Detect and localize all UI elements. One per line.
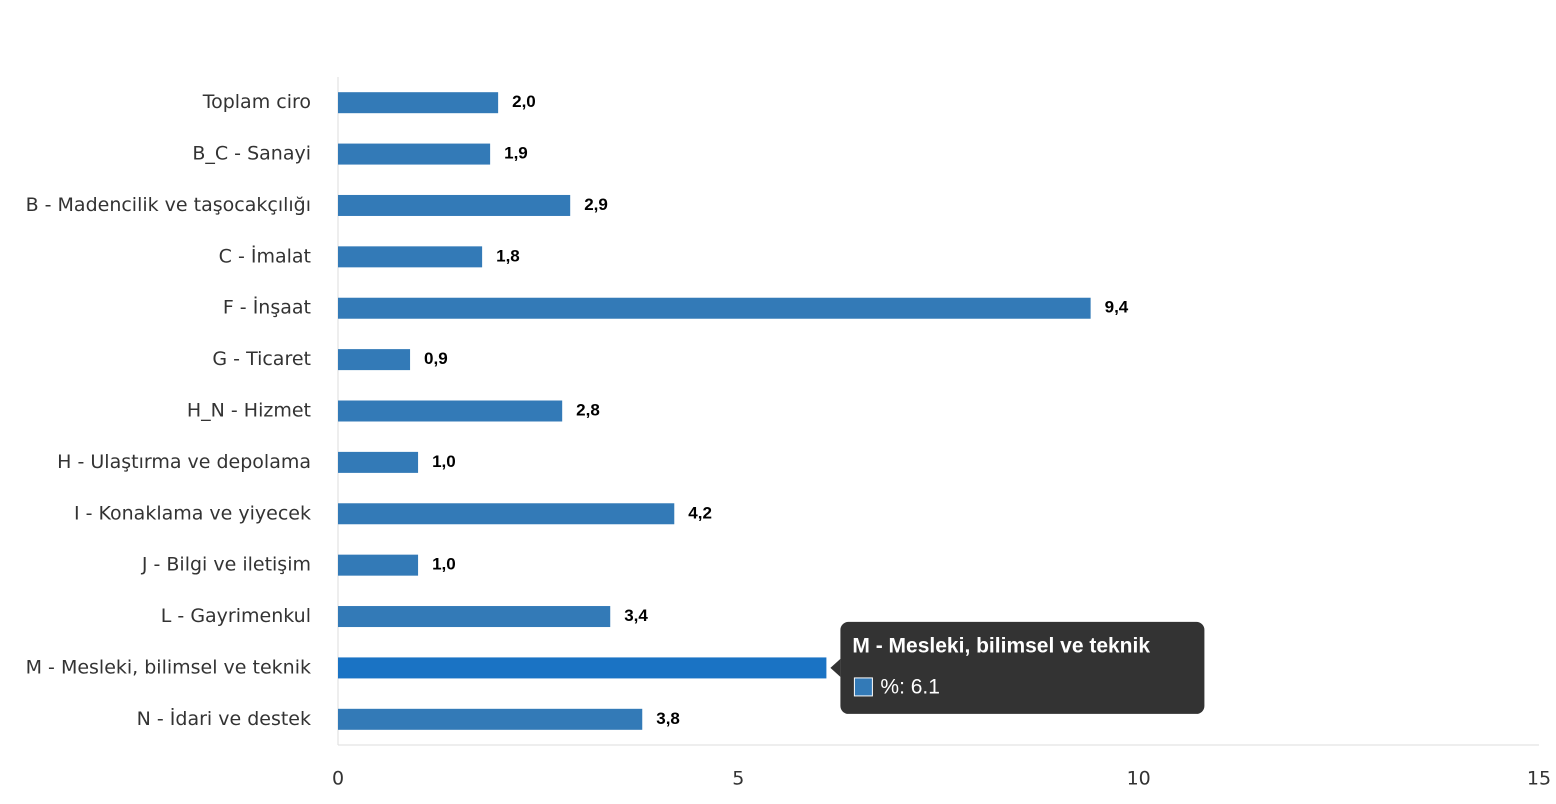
tooltip-text: %: 6.1 <box>880 675 940 698</box>
bar <box>338 297 1091 319</box>
bar <box>338 143 491 165</box>
bar <box>338 503 675 525</box>
tooltip-box <box>840 621 1205 714</box>
bar <box>338 246 483 268</box>
x-tick-label: 15 <box>1527 768 1551 790</box>
tooltip-title: M - Mesleki, bilimsel ve teknik <box>852 634 1150 657</box>
y-tick-label: L - Gayrimenkul <box>161 605 311 627</box>
y-tick-label: B - Madencilik ve taşocakçılığı <box>26 194 311 216</box>
y-tick-label: C - İmalat <box>219 244 311 267</box>
tooltip: M - Mesleki, bilimsel ve teknik %: 6.1 <box>830 621 1205 714</box>
y-tick-label: Toplam ciro <box>202 91 311 113</box>
data-label: 3,4 <box>624 606 648 625</box>
data-label: 1,0 <box>432 452 456 471</box>
y-tick-label: M - Mesleki, bilimsel ve teknik <box>26 656 311 678</box>
bar <box>338 554 419 576</box>
y-tick-label: J - Bilgi ve iletişim <box>141 554 311 576</box>
y-tick-label: G - Ticaret <box>212 348 311 370</box>
bar <box>338 606 611 628</box>
bar <box>338 194 571 216</box>
tooltip-swatch <box>853 677 873 697</box>
bar <box>338 349 411 371</box>
data-label: 3,8 <box>656 709 680 728</box>
bar <box>338 400 563 422</box>
bar <box>338 708 643 730</box>
tooltip-pointer <box>830 658 841 677</box>
y-tick-label: N - İdari ve destek <box>137 707 311 730</box>
data-label: 0,9 <box>424 349 448 368</box>
x-tick-label: 0 <box>332 768 344 790</box>
data-label: 1,9 <box>504 144 528 163</box>
data-label: 1,0 <box>432 555 456 574</box>
y-tick-label: H - Ulaştırma ve depolama <box>57 451 311 473</box>
data-label: 2,9 <box>584 195 608 214</box>
data-label: 2,0 <box>512 92 536 111</box>
y-tick-label: F - İnşaat <box>223 296 311 319</box>
data-label: 9,4 <box>1105 298 1129 317</box>
y-tick-label: H_N - Hizmet <box>187 400 311 422</box>
y-tick-label: I - Konaklama ve yiyecek <box>74 502 311 524</box>
bar <box>338 657 827 679</box>
y-tick-label: B_C - Sanayi <box>192 143 311 165</box>
x-tick-label: 5 <box>732 768 744 790</box>
bar <box>338 451 419 473</box>
data-label: 1,8 <box>496 246 520 265</box>
data-label: 4,2 <box>688 503 712 522</box>
x-tick-label: 10 <box>1127 768 1151 790</box>
bar <box>338 92 499 114</box>
data-label: 2,8 <box>576 400 600 419</box>
